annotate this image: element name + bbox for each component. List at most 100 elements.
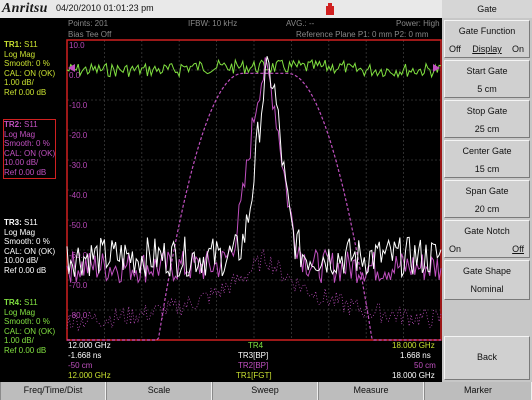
anritsu-logo: Anritsu [2,1,48,16]
trace-3-line: Ref 0.00 dB [4,265,47,275]
trace-4-title: TR4: [4,298,22,307]
trace-1-line: Ref 0.00 dB [4,87,47,97]
y-tick-label: -40.0 [69,191,88,200]
trace-1-line [66,248,442,332]
start-time: -1.668 ns [68,351,102,360]
gate-notch-off: Off [512,244,524,254]
center-gate-value: 15 cm [474,164,500,174]
trace-4-line: CAL: ON (OK) [4,326,56,336]
trace-1-line: Smooth: 0 % [4,59,50,69]
stop-time: 1.668 ns [400,351,431,360]
gate-function-on: On [511,44,524,54]
y-tick-label: 0.0 [69,71,81,80]
trace-3-parameter: S11 [21,218,38,227]
center-gate-key[interactable]: Center Gate 15 cm [444,140,530,178]
reference-marker-left [68,64,75,72]
tab-marker[interactable]: Marker [424,382,532,400]
bottom-menu-bar: Freq/Time/Dist Scale Sweep Measure Marke… [0,382,532,400]
gate-shape-key[interactable]: Gate Shape Nominal [444,260,530,300]
trace-2-line: Log Mag [4,129,36,139]
stop-distance: 50 cm [414,361,436,370]
gate-function-display: Display [472,44,502,54]
trace-2-info[interactable]: TR2: S11 Log Mag Smooth: 0 % CAL: ON (OK) 10… [2,119,57,179]
date-time: 04/20/2010 01:01:23 pm [56,3,154,13]
span-gate-label: Span Gate [465,186,509,196]
trace-1-line: Log Mag [4,49,36,59]
span-gate-value: 20 cm [474,204,500,214]
trace-2-line: Ref 0.00 dB [4,167,47,177]
trace-3-info[interactable]: TR3: S11 Log Mag Smooth: 0 % CAL: ON (OK) 10… [4,218,55,276]
power-status: Power: High [396,19,440,28]
gate-window-trace [67,72,441,341]
tab-freq-time-dist[interactable]: Freq/Time/Dist [0,382,106,400]
bias-tee-status: Bias Tee Off [68,30,112,39]
softkey-panel: Gate Gate Function Off Display On Start … [442,0,532,382]
trace-1-info[interactable]: TR1: S11 Log Mag Smooth: 0 % CAL: ON (OK) 1.… [4,40,55,98]
start-frequency-2: 12.000 GHz [68,371,111,380]
ifbw-status: IFBW: 10 kHz [188,19,238,28]
trace-1-parameter: S11 [21,40,38,49]
stop-gate-label: Stop Gate [466,106,508,116]
trace-4-line: Log Mag [4,307,36,317]
trace-3-line: Log Mag [4,227,36,237]
y-tick-label: -20.0 [69,131,88,140]
tab-measure[interactable]: Measure [318,382,424,400]
start-gate-key[interactable]: Start Gate 5 cm [444,60,530,98]
trace-3-title: TR3: [4,218,22,227]
trace-2-title: TR2: [4,120,22,129]
trace-3-line: 10.00 dB/ [4,256,39,266]
start-gate-label: Start Gate [466,66,508,76]
gate-function-key[interactable]: Gate Function Off Display On [444,20,530,58]
trace-2-line: CAL: ON (OK) [4,148,56,158]
stop-frequency-2: 18.000 GHz [392,371,435,380]
trace-4-parameter: S11 [21,298,38,307]
start-gate-value: 5 cm [477,84,497,94]
title-bar: Anritsu 04/20/2010 01:01:23 pm [0,0,442,18]
gate-shape-label: Gate Shape [462,266,512,276]
trace-2-tag: TR2[BP] [238,361,269,370]
gate-function-label: Gate Function [458,26,516,36]
stop-frequency: 18.000 GHz [392,341,435,350]
tab-sweep[interactable]: Sweep [212,382,318,400]
avg-status: AVG.: -- [286,19,315,28]
y-tick-label: -10.0 [69,101,88,110]
trace-4-line: Ref 0.00 dB [4,345,47,355]
back-button[interactable]: Back [444,336,530,380]
span-gate-key[interactable]: Span Gate 20 cm [444,180,530,218]
trace-4-line: Smooth: 0 % [4,317,50,327]
gate-notch-on: On [449,244,462,254]
start-distance: -50 cm [68,361,93,370]
y-tick-label: -60.0 [69,251,88,260]
tab-scale[interactable]: Scale [106,382,212,400]
start-frequency: 12.000 GHz [68,341,111,350]
gate-notch-key[interactable]: Gate Notch On Off [444,220,530,258]
trace-3-line [66,56,442,279]
gate-notch-label: Gate Notch [464,226,510,236]
y-tick-label: -70.0 [69,281,88,290]
stop-gate-value: 25 cm [474,124,500,134]
trace-4-line [66,58,442,79]
reference-marker-right [433,64,440,72]
reference-plane-status: Reference Plane P1: 0 mm P2: 0 mm [296,30,429,39]
trace-3-line: Smooth: 0 % [4,237,50,247]
trace-1-tag: TR1[FGT] [236,371,272,380]
y-tick-label: -30.0 [69,161,88,170]
menu-title: Gate [442,0,532,18]
y-tick-label: 10.0 [69,41,85,50]
stop-gate-key[interactable]: Stop Gate 25 cm [444,100,530,138]
trace-3-line: CAL: ON (OK) [4,246,56,256]
trace-1-line: 1.00 dB/ [4,78,34,88]
trace-2-line: Smooth: 0 % [4,139,50,149]
gate-shape-value: Nominal [470,284,504,294]
y-tick-label: -80.0 [69,311,88,320]
trace-4-info[interactable]: TR4: S11 Log Mag Smooth: 0 % CAL: ON (OK) 1.… [4,298,55,356]
trace-4-line: 1.00 dB/ [4,336,34,346]
graticule-border [66,39,442,341]
points-status: Points: 201 [68,19,109,28]
trace-4-tag: TR4 [248,341,264,350]
battery-alert-icon [326,3,334,15]
trace-2-line: 10.00 dB/ [4,158,39,168]
gate-function-off: Off [449,44,461,54]
trace-2-parameter: S11 [21,120,38,129]
